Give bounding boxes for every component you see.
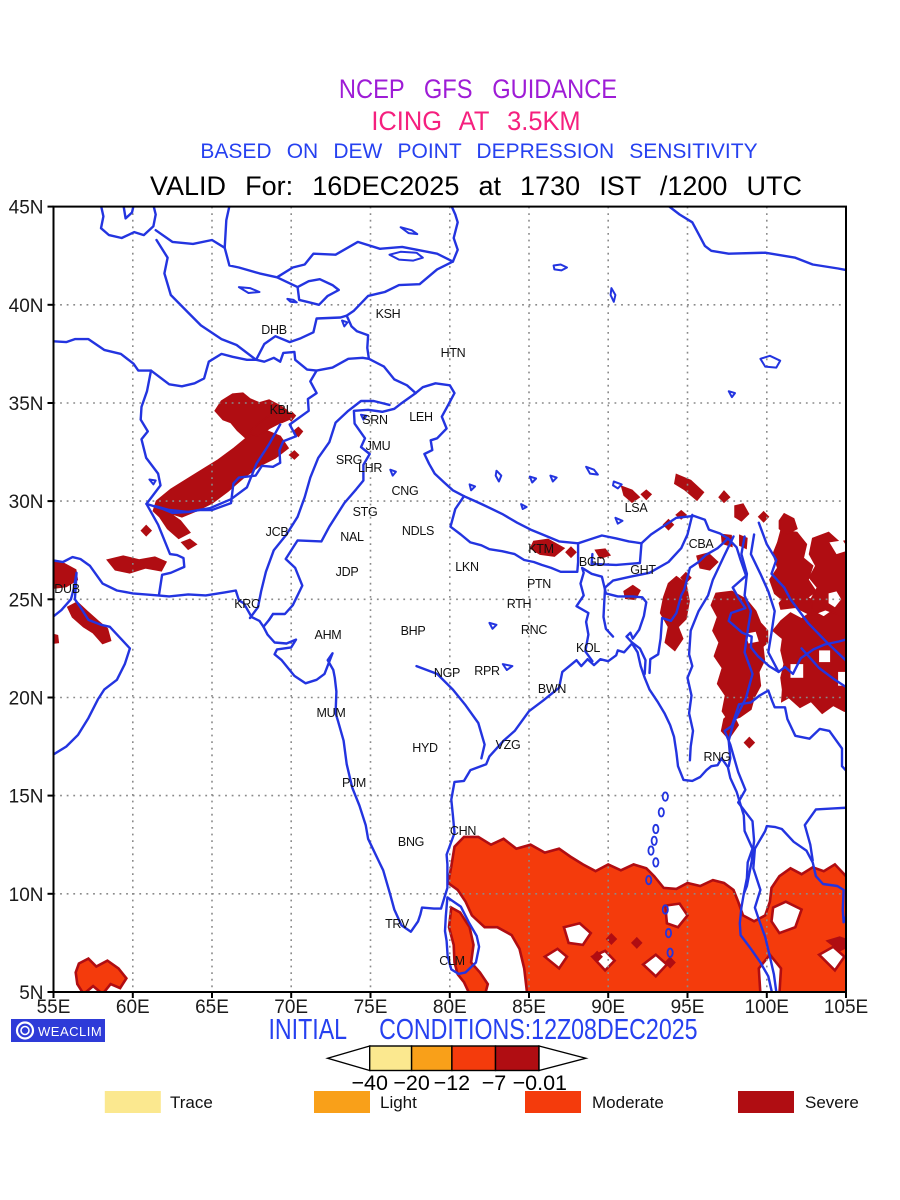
svg-text:BHP: BHP <box>401 624 426 638</box>
svg-text:RPR: RPR <box>474 664 500 678</box>
svg-text:80E: 80E <box>433 997 467 1018</box>
svg-text:PJM: PJM <box>342 776 366 790</box>
svg-text:MUM: MUM <box>317 706 346 720</box>
svg-text:−7: −7 <box>482 1071 507 1095</box>
svg-text:VZG: VZG <box>496 738 521 752</box>
svg-text:LEH: LEH <box>409 410 433 424</box>
svg-text:90E: 90E <box>591 997 625 1018</box>
svg-text:TRV: TRV <box>385 917 410 931</box>
svg-text:RTH: RTH <box>507 597 532 611</box>
svg-text:BNG: BNG <box>398 835 424 849</box>
svg-text:Trace: Trace <box>170 1093 213 1112</box>
svg-text:AHM: AHM <box>315 628 342 642</box>
svg-text:GHT: GHT <box>630 563 656 577</box>
svg-text:−12: −12 <box>434 1071 470 1095</box>
svg-text:BGD: BGD <box>579 555 605 569</box>
svg-text:Moderate: Moderate <box>592 1093 664 1112</box>
svg-text:RNG: RNG <box>704 750 731 764</box>
svg-text:NDLS: NDLS <box>402 524 434 538</box>
svg-text:CHN: CHN <box>450 824 476 838</box>
svg-text:KRC: KRC <box>234 597 260 611</box>
svg-text:JDP: JDP <box>336 565 359 579</box>
svg-text:KOL: KOL <box>576 641 600 655</box>
svg-text:LSA: LSA <box>625 501 649 515</box>
svg-text:15N: 15N <box>9 787 44 808</box>
svg-text:Severe: Severe <box>805 1093 859 1112</box>
svg-text:25N: 25N <box>9 590 44 611</box>
svg-text:SRN: SRN <box>362 413 388 427</box>
svg-text:CLM: CLM <box>439 954 465 968</box>
svg-text:Light: Light <box>380 1093 417 1112</box>
svg-text:KBL: KBL <box>270 403 293 417</box>
svg-text:WEACLIM: WEACLIM <box>38 1024 102 1039</box>
svg-text:85E: 85E <box>512 997 546 1018</box>
svg-text:65E: 65E <box>195 997 229 1018</box>
svg-text:LHR: LHR <box>358 461 382 475</box>
svg-text:JMU: JMU <box>366 439 391 453</box>
svg-text:CBA: CBA <box>689 537 715 551</box>
svg-text:35N: 35N <box>9 394 44 415</box>
svg-text:KSH: KSH <box>376 307 401 321</box>
svg-text:DHB: DHB <box>261 323 287 337</box>
svg-text:55E: 55E <box>37 997 71 1018</box>
svg-text:HYD: HYD <box>412 741 438 755</box>
svg-text:DUB: DUB <box>54 582 80 596</box>
svg-text:100E: 100E <box>745 997 789 1018</box>
svg-text:NAL: NAL <box>340 530 364 544</box>
svg-text:STG: STG <box>353 505 378 519</box>
svg-text:PTN: PTN <box>527 577 551 591</box>
svg-text:30N: 30N <box>9 492 44 513</box>
svg-text:NGP: NGP <box>434 666 460 680</box>
svg-text:CNG: CNG <box>392 484 419 498</box>
svg-text:−20: −20 <box>393 1071 430 1095</box>
svg-text:70E: 70E <box>274 997 308 1018</box>
svg-text:HTN: HTN <box>441 346 466 360</box>
svg-text:BWN: BWN <box>538 682 567 696</box>
svg-text:LKN: LKN <box>455 560 479 574</box>
svg-text:20N: 20N <box>9 689 44 710</box>
svg-text:95E: 95E <box>671 997 705 1018</box>
svg-text:10N: 10N <box>9 885 44 906</box>
svg-text:SRG: SRG <box>336 453 362 467</box>
svg-text:45N: 45N <box>9 198 44 219</box>
svg-text:40N: 40N <box>9 296 44 317</box>
svg-text:75E: 75E <box>354 997 388 1018</box>
svg-text:RNC: RNC <box>521 623 547 637</box>
svg-text:JCB: JCB <box>266 525 289 539</box>
svg-text:105E: 105E <box>824 997 868 1018</box>
svg-text:5N: 5N <box>19 983 43 1004</box>
svg-text:60E: 60E <box>116 997 150 1018</box>
svg-text:KTM: KTM <box>528 542 554 556</box>
